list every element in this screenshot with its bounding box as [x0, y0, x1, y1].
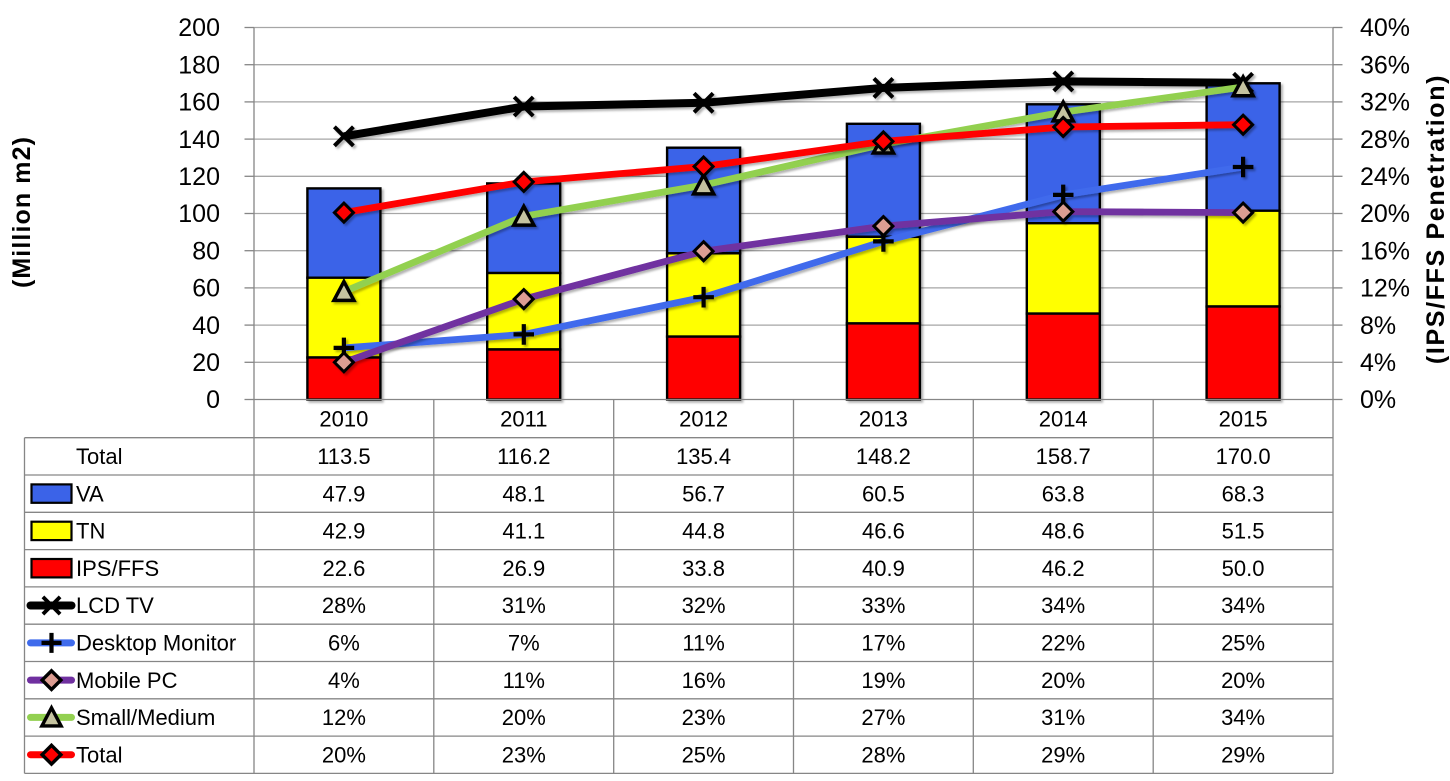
- svg-text:2010: 2010: [319, 406, 368, 431]
- svg-text:80: 80: [192, 237, 220, 265]
- svg-text:148.2: 148.2: [856, 444, 911, 469]
- svg-text:40%: 40%: [1360, 14, 1410, 42]
- svg-text:100: 100: [178, 200, 220, 228]
- svg-text:Desktop Monitor: Desktop Monitor: [76, 631, 236, 656]
- svg-text:Small/Medium: Small/Medium: [76, 705, 215, 730]
- svg-text:113.5: 113.5: [317, 444, 370, 469]
- svg-text:(Million m2): (Million m2): [8, 136, 36, 288]
- svg-text:23%: 23%: [682, 705, 726, 730]
- svg-text:46.6: 46.6: [862, 519, 905, 544]
- svg-text:26.9: 26.9: [502, 556, 545, 581]
- svg-text:2014: 2014: [1039, 406, 1088, 431]
- svg-text:40.9: 40.9: [862, 556, 905, 581]
- svg-text:20%: 20%: [322, 742, 366, 767]
- svg-text:31%: 31%: [1041, 705, 1085, 730]
- svg-text:44.8: 44.8: [682, 519, 725, 544]
- svg-text:200: 200: [178, 14, 220, 42]
- svg-text:23%: 23%: [502, 742, 546, 767]
- svg-text:27%: 27%: [861, 705, 905, 730]
- svg-text:46.2: 46.2: [1042, 556, 1085, 581]
- svg-text:(IPS/FFS Penetration): (IPS/FFS Penetration): [1422, 74, 1450, 364]
- svg-text:51.5: 51.5: [1222, 519, 1265, 544]
- svg-text:25%: 25%: [1221, 631, 1265, 656]
- svg-text:116.2: 116.2: [497, 444, 550, 469]
- svg-text:32%: 32%: [1360, 89, 1410, 117]
- svg-text:11%: 11%: [503, 668, 545, 693]
- svg-text:34%: 34%: [1221, 593, 1265, 618]
- svg-text:Mobile PC: Mobile PC: [76, 668, 178, 693]
- svg-text:12%: 12%: [1360, 275, 1410, 303]
- svg-text:158.7: 158.7: [1036, 444, 1091, 469]
- svg-text:4%: 4%: [1360, 349, 1396, 377]
- svg-text:34%: 34%: [1041, 593, 1085, 618]
- svg-text:160: 160: [178, 89, 220, 117]
- svg-text:29%: 29%: [1041, 742, 1085, 767]
- svg-text:48.1: 48.1: [502, 481, 545, 506]
- svg-text:170.0: 170.0: [1216, 444, 1271, 469]
- svg-text:20: 20: [192, 349, 220, 377]
- svg-text:41.1: 41.1: [502, 519, 545, 544]
- svg-text:20%: 20%: [502, 705, 546, 730]
- svg-text:IPS/FFS: IPS/FFS: [76, 556, 159, 581]
- svg-text:TN: TN: [76, 519, 105, 544]
- svg-text:8%: 8%: [1360, 312, 1396, 340]
- svg-text:Total: Total: [76, 444, 122, 469]
- svg-text:2015: 2015: [1219, 406, 1268, 431]
- svg-text:VA: VA: [76, 481, 104, 506]
- svg-text:2011: 2011: [500, 406, 547, 431]
- svg-text:11%: 11%: [682, 631, 724, 656]
- svg-text:2012: 2012: [679, 406, 728, 431]
- svg-text:24%: 24%: [1360, 163, 1410, 191]
- svg-text:140: 140: [178, 126, 220, 154]
- svg-text:32%: 32%: [682, 593, 726, 618]
- svg-text:33.8: 33.8: [682, 556, 725, 581]
- svg-text:60.5: 60.5: [862, 481, 905, 506]
- svg-text:50.0: 50.0: [1222, 556, 1265, 581]
- svg-text:LCD TV: LCD TV: [76, 593, 154, 618]
- svg-text:20%: 20%: [1041, 668, 1085, 693]
- svg-text:19%: 19%: [861, 668, 905, 693]
- svg-text:135.4: 135.4: [676, 444, 731, 469]
- svg-text:120: 120: [178, 163, 220, 191]
- svg-text:60: 60: [192, 275, 220, 303]
- svg-text:28%: 28%: [1360, 126, 1410, 154]
- svg-text:16%: 16%: [682, 668, 726, 693]
- svg-text:0: 0: [206, 386, 220, 414]
- svg-text:56.7: 56.7: [682, 481, 725, 506]
- svg-text:68.3: 68.3: [1222, 481, 1265, 506]
- svg-text:22%: 22%: [1041, 631, 1085, 656]
- svg-text:28%: 28%: [861, 742, 905, 767]
- svg-text:31%: 31%: [502, 593, 546, 618]
- svg-text:2013: 2013: [859, 406, 908, 431]
- svg-text:29%: 29%: [1221, 742, 1265, 767]
- svg-text:12%: 12%: [322, 705, 366, 730]
- svg-text:42.9: 42.9: [322, 519, 365, 544]
- svg-text:34%: 34%: [1221, 705, 1265, 730]
- svg-text:36%: 36%: [1360, 51, 1410, 79]
- svg-text:4%: 4%: [328, 668, 360, 693]
- svg-text:17%: 17%: [861, 631, 905, 656]
- svg-text:22.6: 22.6: [322, 556, 365, 581]
- svg-text:180: 180: [178, 51, 220, 79]
- svg-text:Total: Total: [76, 742, 122, 767]
- svg-text:0%: 0%: [1360, 386, 1396, 414]
- svg-text:40: 40: [192, 312, 220, 340]
- svg-text:20%: 20%: [1360, 200, 1410, 228]
- svg-text:7%: 7%: [508, 631, 540, 656]
- svg-text:47.9: 47.9: [322, 481, 365, 506]
- svg-text:63.8: 63.8: [1042, 481, 1085, 506]
- svg-text:48.6: 48.6: [1042, 519, 1085, 544]
- svg-text:25%: 25%: [682, 742, 726, 767]
- svg-text:6%: 6%: [328, 631, 360, 656]
- svg-text:33%: 33%: [861, 593, 905, 618]
- svg-text:16%: 16%: [1360, 237, 1410, 265]
- svg-text:28%: 28%: [322, 593, 366, 618]
- svg-text:20%: 20%: [1221, 668, 1265, 693]
